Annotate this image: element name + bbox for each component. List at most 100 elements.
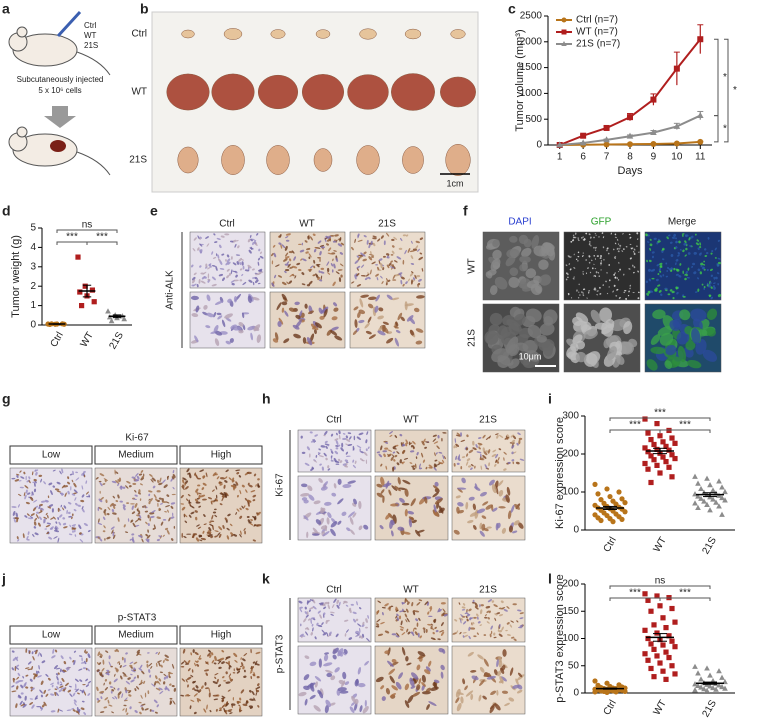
cell xyxy=(354,238,356,244)
cell xyxy=(308,280,313,285)
cell xyxy=(366,239,369,245)
cell xyxy=(38,510,43,514)
cell xyxy=(614,233,617,236)
cell xyxy=(375,264,379,266)
cell xyxy=(378,258,383,261)
cell xyxy=(614,276,617,279)
cell xyxy=(359,298,364,308)
cell xyxy=(59,470,62,475)
y-tick-label: 50 xyxy=(568,660,580,671)
cell xyxy=(236,261,240,265)
data-point xyxy=(648,436,654,443)
cell xyxy=(368,256,373,261)
cell xyxy=(690,235,694,239)
x-axis-label: Days xyxy=(617,165,643,177)
data-point xyxy=(613,689,619,695)
cell xyxy=(617,250,620,253)
cell xyxy=(251,296,260,301)
y-tick-label: 4 xyxy=(30,242,36,253)
cell xyxy=(377,315,384,320)
cell xyxy=(613,273,616,276)
cell xyxy=(286,261,290,265)
cell xyxy=(277,320,282,327)
cell xyxy=(581,237,583,239)
cell xyxy=(192,247,196,252)
data-point xyxy=(79,303,85,309)
cell xyxy=(289,273,294,277)
x-tick-label: 21S xyxy=(700,698,719,719)
panel-title: p-STAT3 xyxy=(118,613,157,624)
cell xyxy=(590,245,592,247)
cell xyxy=(235,254,241,256)
cell xyxy=(614,236,617,239)
cell xyxy=(691,327,701,345)
cell xyxy=(308,269,312,272)
cell xyxy=(665,344,677,356)
cell xyxy=(519,263,529,272)
cell xyxy=(278,242,282,245)
micrograph xyxy=(269,231,346,289)
cell xyxy=(334,234,339,237)
cell xyxy=(593,263,595,265)
cell xyxy=(410,279,413,285)
significance-label: *** xyxy=(679,420,691,431)
cell xyxy=(332,281,336,287)
cell xyxy=(288,307,296,312)
cell xyxy=(294,275,297,279)
data-point xyxy=(648,665,654,672)
cell xyxy=(391,633,397,636)
cell xyxy=(380,235,384,239)
data-point xyxy=(692,663,698,669)
cell xyxy=(35,471,38,476)
y-tick-label: 0 xyxy=(573,525,579,536)
cell xyxy=(310,236,313,241)
cell xyxy=(702,263,706,266)
cell xyxy=(371,261,376,265)
cell xyxy=(353,306,359,311)
cell xyxy=(294,301,300,306)
cell xyxy=(594,249,597,251)
row-label: 21S xyxy=(129,155,147,166)
legend-label: Ctrl (n=7) xyxy=(576,15,618,26)
cell xyxy=(655,278,659,282)
cell xyxy=(354,319,358,329)
cell xyxy=(51,508,54,513)
cell xyxy=(370,269,372,275)
cell xyxy=(387,279,391,282)
tumor xyxy=(313,148,333,172)
cell xyxy=(36,511,39,514)
cell xyxy=(645,280,648,284)
cell xyxy=(352,330,358,336)
data-point xyxy=(663,649,669,655)
cell xyxy=(386,256,390,259)
column-header: Medium xyxy=(118,630,154,641)
cell xyxy=(625,297,628,300)
cell xyxy=(73,529,76,533)
cell xyxy=(619,268,621,271)
cell xyxy=(229,240,234,243)
cell xyxy=(594,257,596,261)
cell xyxy=(697,288,700,292)
cell xyxy=(685,270,688,274)
cell xyxy=(381,325,389,334)
cell xyxy=(73,482,77,488)
cell xyxy=(302,337,307,344)
cell xyxy=(701,283,704,286)
cell xyxy=(284,245,288,251)
cell xyxy=(686,359,702,369)
cell xyxy=(662,274,665,277)
y-axis-label: Tumor weight (g) xyxy=(10,235,22,318)
data-point xyxy=(669,638,675,644)
cell xyxy=(333,302,338,307)
cell xyxy=(579,294,581,296)
cell xyxy=(15,473,20,476)
cell xyxy=(703,287,706,290)
cell xyxy=(705,327,716,337)
cell xyxy=(600,262,602,265)
panel-letter: i xyxy=(548,391,552,407)
cell xyxy=(191,313,199,318)
significance-label: *** xyxy=(654,408,666,419)
cell xyxy=(415,245,419,250)
cell xyxy=(281,301,288,306)
